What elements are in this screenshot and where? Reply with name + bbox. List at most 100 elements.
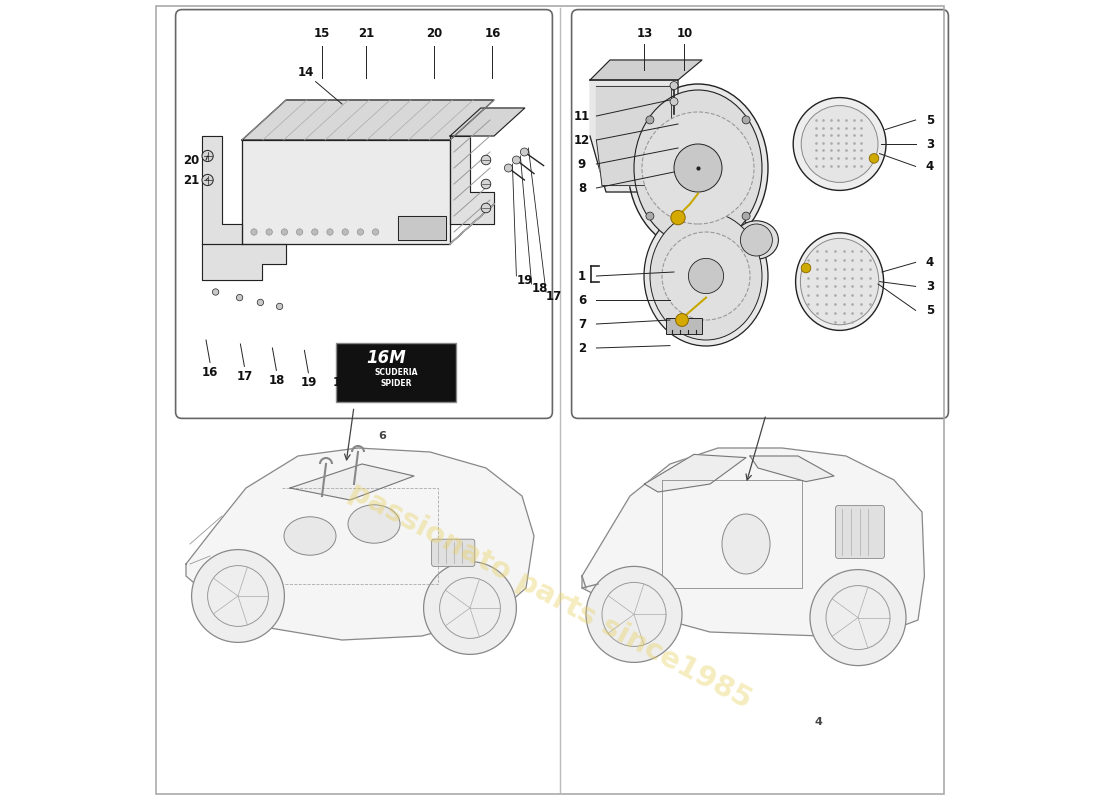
- Polygon shape: [596, 86, 672, 186]
- Circle shape: [675, 314, 689, 326]
- Circle shape: [642, 112, 754, 224]
- Text: 21: 21: [358, 27, 374, 40]
- Circle shape: [646, 116, 653, 124]
- Ellipse shape: [795, 233, 883, 330]
- Text: SPIDER: SPIDER: [381, 379, 412, 389]
- Polygon shape: [242, 140, 450, 244]
- Circle shape: [670, 82, 678, 90]
- Text: 15: 15: [332, 376, 349, 389]
- Text: 4: 4: [926, 160, 934, 173]
- Circle shape: [793, 98, 886, 190]
- Circle shape: [373, 229, 378, 235]
- Circle shape: [251, 229, 257, 235]
- Circle shape: [674, 144, 722, 192]
- Circle shape: [358, 229, 364, 235]
- Ellipse shape: [348, 505, 400, 543]
- FancyBboxPatch shape: [336, 343, 456, 402]
- Text: 5: 5: [926, 114, 934, 126]
- Circle shape: [311, 229, 318, 235]
- Circle shape: [481, 203, 491, 213]
- Circle shape: [212, 289, 219, 295]
- Polygon shape: [450, 108, 525, 136]
- Ellipse shape: [634, 90, 762, 246]
- Text: SCUDERIA: SCUDERIA: [375, 368, 418, 378]
- Polygon shape: [450, 204, 494, 244]
- Circle shape: [191, 550, 285, 642]
- Text: 20: 20: [184, 154, 200, 166]
- Circle shape: [520, 148, 528, 156]
- Circle shape: [481, 179, 491, 189]
- Polygon shape: [398, 216, 446, 240]
- Polygon shape: [590, 80, 678, 192]
- Text: 18: 18: [531, 282, 548, 294]
- FancyBboxPatch shape: [176, 10, 552, 418]
- Circle shape: [257, 299, 264, 306]
- Text: 20: 20: [426, 27, 442, 40]
- Circle shape: [810, 570, 906, 666]
- Circle shape: [276, 303, 283, 310]
- Text: 7: 7: [578, 318, 586, 330]
- Polygon shape: [582, 448, 924, 636]
- Circle shape: [740, 224, 772, 256]
- Circle shape: [424, 562, 516, 654]
- Circle shape: [327, 229, 333, 235]
- Circle shape: [481, 155, 491, 165]
- Text: 19: 19: [300, 376, 317, 389]
- Text: 9: 9: [578, 158, 586, 170]
- Circle shape: [670, 98, 678, 106]
- Circle shape: [202, 174, 213, 186]
- Polygon shape: [645, 454, 746, 492]
- Text: 6: 6: [578, 294, 586, 306]
- Polygon shape: [450, 136, 494, 224]
- Polygon shape: [202, 136, 242, 244]
- Circle shape: [513, 156, 520, 164]
- Polygon shape: [290, 464, 414, 500]
- Polygon shape: [202, 244, 286, 280]
- Circle shape: [236, 294, 243, 301]
- Ellipse shape: [801, 238, 879, 325]
- Circle shape: [671, 210, 685, 225]
- FancyBboxPatch shape: [666, 318, 702, 334]
- Ellipse shape: [644, 206, 768, 346]
- Circle shape: [801, 263, 811, 273]
- Text: 18: 18: [268, 374, 285, 386]
- Text: 4: 4: [814, 717, 822, 726]
- Text: 16M: 16M: [366, 350, 406, 367]
- Circle shape: [801, 106, 878, 182]
- Circle shape: [296, 229, 303, 235]
- Circle shape: [202, 150, 213, 162]
- Circle shape: [342, 229, 349, 235]
- Text: 21: 21: [184, 174, 200, 186]
- Circle shape: [586, 566, 682, 662]
- Circle shape: [505, 164, 513, 172]
- Text: 12: 12: [574, 134, 590, 146]
- Text: 13: 13: [636, 27, 652, 40]
- Text: 16: 16: [201, 366, 218, 378]
- Ellipse shape: [284, 517, 336, 555]
- Circle shape: [869, 154, 879, 163]
- Circle shape: [689, 258, 724, 294]
- FancyBboxPatch shape: [836, 506, 884, 558]
- Text: 17: 17: [546, 290, 562, 302]
- Ellipse shape: [735, 221, 779, 259]
- Circle shape: [266, 229, 273, 235]
- Text: 16: 16: [484, 27, 500, 40]
- Polygon shape: [590, 60, 702, 80]
- Ellipse shape: [722, 514, 770, 574]
- Text: 1: 1: [578, 270, 586, 282]
- Circle shape: [742, 212, 750, 220]
- Circle shape: [742, 116, 750, 124]
- Text: 19: 19: [516, 274, 532, 286]
- Polygon shape: [750, 456, 834, 482]
- Text: 10: 10: [676, 27, 693, 40]
- Text: 15: 15: [314, 27, 330, 40]
- Text: 3: 3: [926, 138, 934, 150]
- Text: 6: 6: [378, 431, 386, 441]
- Text: 3: 3: [926, 280, 934, 293]
- Polygon shape: [242, 100, 494, 140]
- Ellipse shape: [628, 84, 768, 252]
- Circle shape: [282, 229, 287, 235]
- Text: 17: 17: [236, 370, 253, 382]
- Text: 5: 5: [926, 304, 934, 317]
- Text: 2: 2: [578, 342, 586, 354]
